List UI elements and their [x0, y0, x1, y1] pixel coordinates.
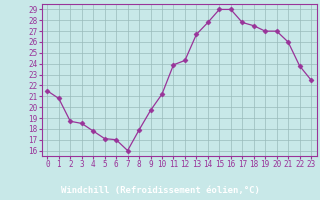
Text: Windchill (Refroidissement éolien,°C): Windchill (Refroidissement éolien,°C)	[60, 186, 260, 196]
